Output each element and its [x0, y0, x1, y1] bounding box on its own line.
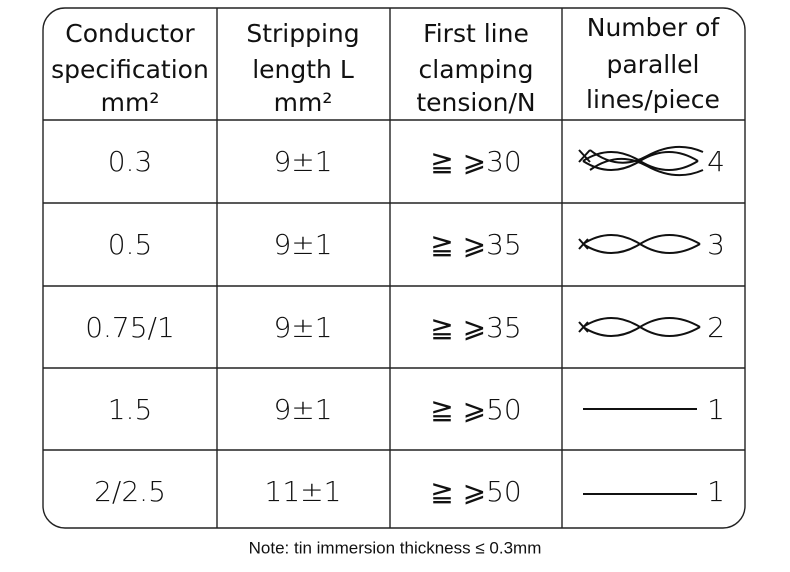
header-text: Stripping: [246, 19, 359, 48]
header-text: specification: [51, 55, 209, 84]
header-text: tension/N: [416, 88, 535, 117]
cell-text: 11±1: [265, 475, 342, 508]
cell-text: 9±1: [273, 145, 332, 178]
header-text: Conductor: [65, 19, 195, 48]
header-text: clamping: [419, 55, 534, 84]
line-count: 3: [707, 228, 725, 261]
line-count: 2: [707, 311, 725, 344]
cell-text: 0.5: [108, 228, 153, 261]
cell-text: ≧ ⩾35: [430, 311, 521, 344]
cell-text: 9±1: [273, 228, 332, 261]
cell-text: 9±1: [273, 311, 332, 344]
line-count: 1: [707, 475, 725, 508]
header-text: mm²: [101, 88, 160, 117]
cell-text: ≧ ⩾30: [430, 145, 521, 178]
cell-text: ≧ ⩾50: [430, 475, 521, 508]
header-text: Number of: [587, 13, 721, 42]
cell-text: 9±1: [273, 393, 332, 426]
cell-text: 0.3: [108, 145, 153, 178]
cell-text: ≧ ⩾35: [430, 228, 521, 261]
twisted-wire-icon: [578, 234, 701, 254]
cell-text: 2/2.5: [94, 475, 166, 508]
header-text: lines/piece: [586, 85, 720, 114]
header-text: First line: [423, 19, 529, 48]
cell-text: 0.75/1: [85, 311, 175, 344]
header-text: mm²: [274, 88, 333, 117]
header-text: parallel: [606, 50, 699, 79]
table-frame: [42, 7, 746, 529]
header-text: length L: [252, 55, 354, 84]
table-border: [42, 7, 746, 529]
twisted-wire-icon: [578, 145, 704, 177]
cell-text: ≧ ⩾50: [430, 393, 521, 426]
line-count: 4: [707, 145, 725, 178]
note: Note: tin immersion thickness ≤ 0.3mm: [249, 538, 542, 557]
cell-text: 1.5: [108, 393, 153, 426]
line-count: 1: [707, 393, 725, 426]
twisted-wire-icon: [578, 317, 701, 337]
wire-icons: [578, 145, 704, 495]
